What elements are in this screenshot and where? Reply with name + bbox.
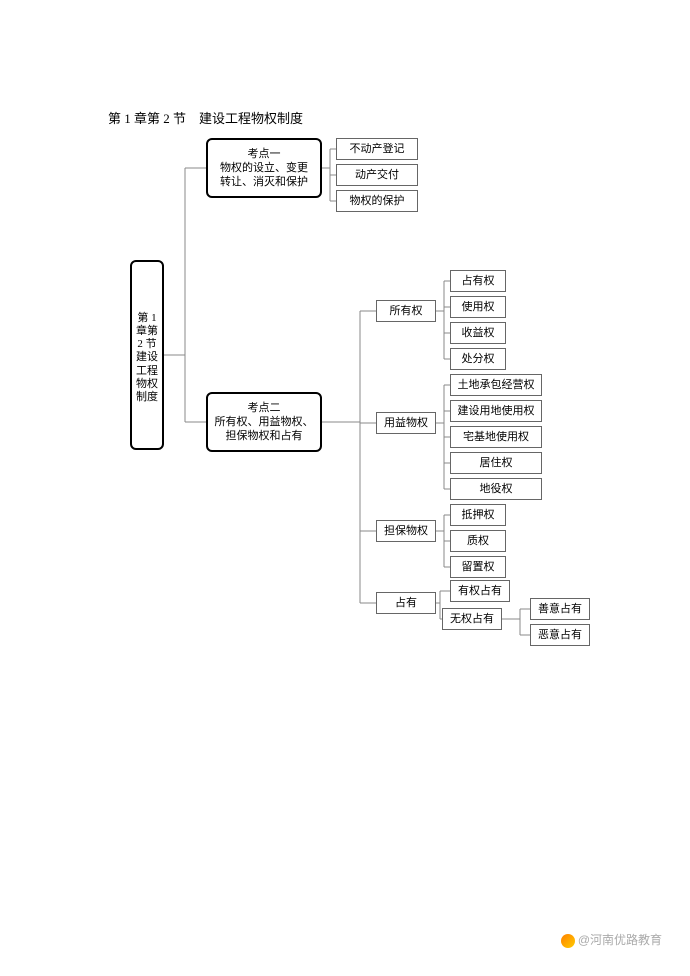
own-leaf: 处分权 bbox=[450, 348, 506, 370]
kp1-leaf: 不动产登记 bbox=[336, 138, 418, 160]
kp2-sub: 所有权、用益物权、 担保物权和占有 bbox=[215, 415, 314, 444]
kp2-title: 考点二 bbox=[215, 401, 314, 415]
sec-leaf: 质权 bbox=[450, 530, 506, 552]
page-title: 第 1 章第 2 节 建设工程物权制度 bbox=[108, 108, 303, 127]
pos-sub: 无权占有 bbox=[442, 608, 502, 630]
own-leaf: 使用权 bbox=[450, 296, 506, 318]
usu-leaf: 建设用地使用权 bbox=[450, 400, 542, 422]
usu-leaf: 地役权 bbox=[450, 478, 542, 500]
own-leaf: 收益权 bbox=[450, 322, 506, 344]
root-node: 第 1 章第 2 节建设工程物权制度 bbox=[130, 260, 164, 450]
usu-leaf: 居住权 bbox=[450, 452, 542, 474]
keypoint-2: 考点二 所有权、用益物权、 担保物权和占有 bbox=[206, 392, 322, 452]
pos-leaf: 善意占有 bbox=[530, 598, 590, 620]
pos-leaf: 恶意占有 bbox=[530, 624, 590, 646]
pos-top: 有权占有 bbox=[450, 580, 510, 602]
usu-leaf: 宅基地使用权 bbox=[450, 426, 542, 448]
usu-leaf: 土地承包经营权 bbox=[450, 374, 542, 396]
cat-possession: 占有 bbox=[376, 592, 436, 614]
cat-ownership: 所有权 bbox=[376, 300, 436, 322]
kp1-title: 考点一 bbox=[220, 147, 308, 161]
kp1-leaf: 物权的保护 bbox=[336, 190, 418, 212]
kp1-leaf: 动产交付 bbox=[336, 164, 418, 186]
own-leaf: 占有权 bbox=[450, 270, 506, 292]
watermark: @河南优路教育 bbox=[561, 931, 662, 948]
sec-leaf: 留置权 bbox=[450, 556, 506, 578]
cat-security: 担保物权 bbox=[376, 520, 436, 542]
root-label: 第 1 章第 2 节建设工程物权制度 bbox=[135, 312, 159, 404]
cat-usufruct: 用益物权 bbox=[376, 412, 436, 434]
weibo-icon bbox=[561, 934, 575, 948]
keypoint-1: 考点一 物权的设立、变更 转让、消灭和保护 bbox=[206, 138, 322, 198]
sec-leaf: 抵押权 bbox=[450, 504, 506, 526]
kp1-sub: 物权的设立、变更 转让、消灭和保护 bbox=[220, 161, 308, 190]
